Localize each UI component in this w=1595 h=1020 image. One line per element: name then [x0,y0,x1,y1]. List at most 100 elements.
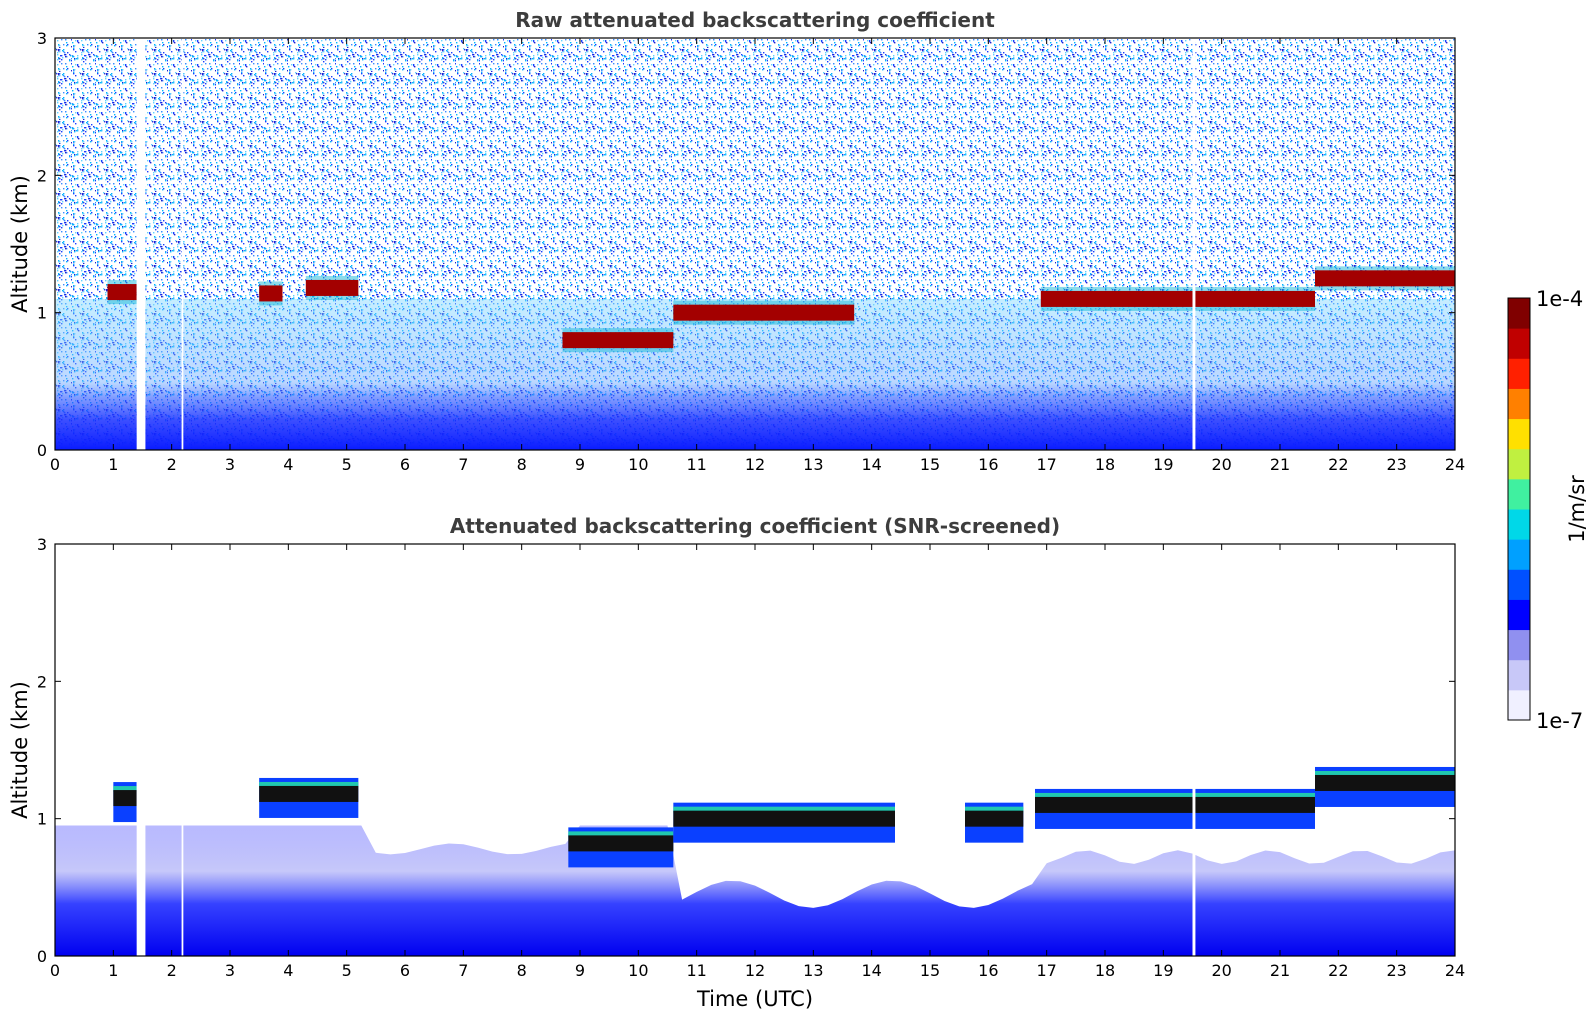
cloud-edge [259,781,359,788]
cloud-layer [305,279,359,296]
cloud-layer [1315,270,1455,287]
data-gap [181,544,184,956]
cloud-edge [673,806,895,813]
x-tick-label: 17 [1036,455,1056,474]
cloud-layer [113,790,137,807]
boundary-layer-signal [55,825,1455,956]
cloud-layer [1035,796,1315,813]
cloud-edge [965,806,1024,813]
cloud-edge [1035,792,1315,799]
x-tick-label: 19 [1153,961,1173,980]
colorbar-band [1508,569,1530,600]
cloud-layer [965,810,1024,827]
y-tick-label: 0 [37,947,47,966]
x-tick-label: 20 [1211,455,1231,474]
colorbar-band [1508,599,1530,631]
x-tick-label: 12 [745,455,765,474]
panel-title-raw: Raw attenuated backscattering coefficien… [515,8,995,32]
x-tick-label: 18 [1095,455,1115,474]
x-tick-label: 8 [517,455,527,474]
x-axis-label: Time (UTC) [696,987,813,1011]
panel-title-screened: Attenuated backscattering coefficient (S… [450,514,1060,538]
x-tick-label: 13 [803,961,823,980]
x-tick-label: 6 [400,961,410,980]
x-tick-label: 1 [108,455,118,474]
colorbar-band [1508,509,1530,540]
heatmap-raw [55,38,1455,450]
x-tick-label: 12 [745,961,765,980]
y-tick-label: 2 [37,166,47,185]
x-tick-label: 11 [686,455,706,474]
cloud-layer [1040,290,1315,307]
x-tick-label: 6 [400,455,410,474]
colorbar-min-label: 1e-7 [1536,709,1583,733]
x-tick-label: 1 [108,961,118,980]
panel-raw: Raw attenuated backscattering coefficien… [8,8,1465,474]
x-tick-label: 9 [575,455,585,474]
x-tick-label: 15 [920,455,940,474]
x-tick-label: 10 [628,961,648,980]
colorbar-band [1508,328,1530,359]
colorbar-band [1508,478,1530,510]
x-tick-label: 18 [1095,961,1115,980]
colorbar-band [1508,539,1530,570]
x-tick-label: 16 [978,961,998,980]
x-tick-label: 24 [1445,455,1465,474]
cloud-edge [1315,770,1455,777]
x-tick-label: 14 [861,455,881,474]
x-tick-label: 24 [1445,961,1465,980]
x-tick-label: 23 [1386,961,1406,980]
y-tick-label: 3 [37,535,47,554]
cloud-layer [1315,774,1455,791]
x-tick-label: 21 [1270,455,1290,474]
colorbar-band [1508,388,1530,420]
x-tick-label: 14 [861,961,881,980]
data-gap [1192,38,1196,450]
cloud-layer [568,835,674,852]
colorbar-band [1508,418,1530,450]
y-tick-label: 3 [37,29,47,48]
x-tick-label: 4 [283,455,293,474]
colorbar-max-label: 1e-4 [1536,287,1583,311]
colorbar-gradient [1508,298,1530,721]
x-tick-label: 5 [342,961,352,980]
cloud-layer [673,304,855,321]
colorbar-unit-label: 1/m/sr [1565,475,1589,543]
x-tick-label: 22 [1328,455,1348,474]
x-tick-label: 3 [225,455,235,474]
cloud-edge [113,786,137,793]
data-gap [136,38,146,450]
colorbar-band [1508,659,1530,691]
y-tick-label: 2 [37,672,47,691]
y-tick-label: 0 [37,441,47,460]
x-tick-label: 22 [1328,961,1348,980]
x-tick-label: 2 [167,455,177,474]
y-tick-label: 1 [37,810,47,829]
cloud-layer [562,332,674,349]
x-tick-label: 17 [1036,961,1056,980]
x-tick-label: 15 [920,961,940,980]
colorbar-band [1508,629,1530,661]
x-tick-label: 20 [1211,961,1231,980]
cloud-edge [568,831,674,838]
cloud-layer [107,284,137,301]
heatmap-screened [55,544,1455,956]
y-axis-label-raw: Altitude (km) [8,175,32,313]
x-tick-label: 2 [167,961,177,980]
cloud-layer [259,785,359,802]
colorbar-frame [1507,297,1531,721]
x-tick-label: 9 [575,961,585,980]
panel-screened: Attenuated backscattering coefficient (S… [8,514,1465,1011]
x-tick-label: 11 [686,961,706,980]
axes-screened: 0 1 2 3 4 5 6 7 8 9 10 11 12 13 14 15 16 17 18 19 20 21 22 23 24… [37,535,1465,980]
colorbar-band [1508,689,1530,721]
colorbar-band [1508,298,1530,329]
colorbar: 1e-4 1e-7 1/m/sr [1507,287,1589,733]
x-tick-label: 0 [50,455,60,474]
colorbar-band [1508,448,1530,480]
cloud-layer [673,810,895,827]
y-tick-label: 1 [37,304,47,323]
x-tick-label: 23 [1386,455,1406,474]
x-tick-label: 21 [1270,961,1290,980]
